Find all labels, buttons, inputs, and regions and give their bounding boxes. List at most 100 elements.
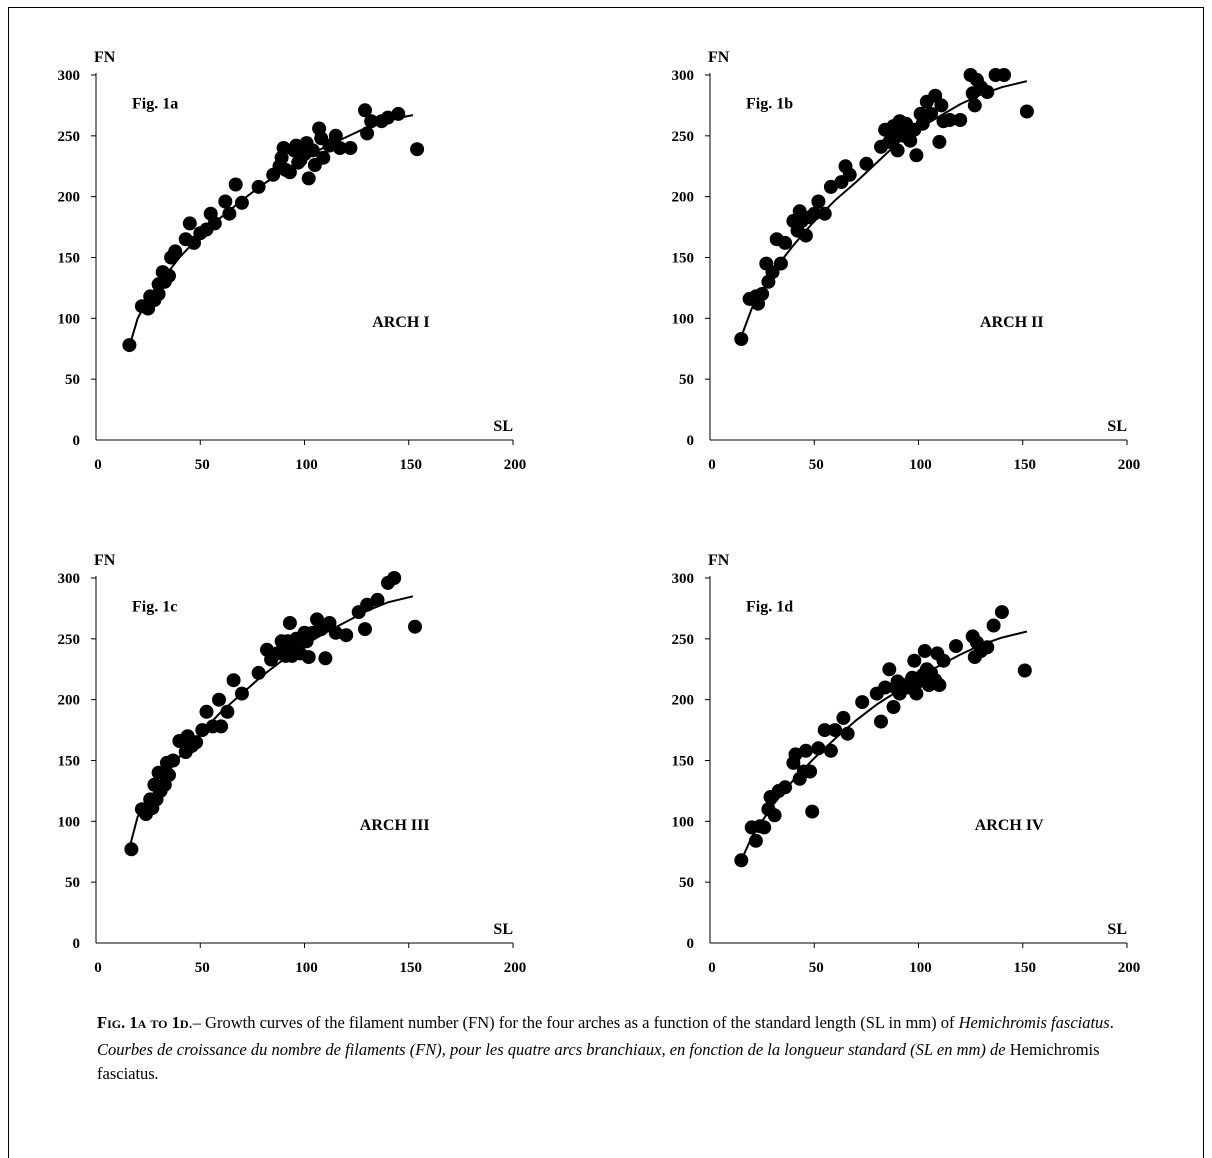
data-point <box>890 143 905 158</box>
data-point <box>805 804 820 819</box>
y-tick-label: 250 <box>672 129 695 145</box>
data-point <box>817 723 832 738</box>
y-tick-label: 200 <box>58 693 81 709</box>
data-point <box>301 171 316 186</box>
data-point <box>886 700 901 714</box>
data-point <box>234 686 249 701</box>
data-point <box>936 653 951 668</box>
caption-fig-label: Fig. 1a to 1d <box>97 1013 189 1032</box>
data-point <box>915 116 930 131</box>
x-tick-label: 150 <box>400 960 423 976</box>
caption-english-end: . <box>1109 1013 1114 1032</box>
data-point <box>909 686 924 701</box>
figure-caption: Fig. 1a to 1d.– Growth curves of the fil… <box>97 1011 1157 1089</box>
caption-english: Fig. 1a to 1d.– Growth curves of the fil… <box>97 1011 1157 1035</box>
data-point <box>226 673 241 688</box>
data-point <box>218 194 233 209</box>
y-tick-label: 0 <box>73 936 81 952</box>
y-axis-label: FN <box>94 552 116 569</box>
data-point <box>855 695 870 710</box>
y-axis-label: FN <box>94 49 116 66</box>
x-tick-label: 100 <box>909 457 932 473</box>
data-point <box>917 644 932 658</box>
data-point <box>980 640 995 655</box>
x-tick-label: 100 <box>909 960 932 976</box>
fitted-curve <box>128 595 414 849</box>
x-tick-label: 50 <box>195 457 210 473</box>
y-tick-label: 50 <box>679 372 694 388</box>
data-point <box>234 195 249 210</box>
data-point <box>214 719 229 734</box>
y-axis-label: FN <box>708 49 730 66</box>
panel-title: Fig. 1b <box>746 95 793 112</box>
y-tick-label: 200 <box>58 190 81 206</box>
y-tick-label: 300 <box>672 68 695 84</box>
y-tick-label: 100 <box>672 814 695 830</box>
x-tick-label: 0 <box>94 960 102 976</box>
data-point <box>276 141 291 155</box>
data-point <box>358 103 372 118</box>
data-point <box>124 842 139 857</box>
data-point <box>734 853 749 868</box>
data-point <box>836 710 851 725</box>
x-axis-label: SL <box>493 921 513 938</box>
chart-panel-2: 0 50 100 150 200 250 300 0 50 100 150 200 FN SL Fig. 1… <box>672 49 1141 473</box>
data-point <box>734 332 749 346</box>
data-point <box>199 704 214 719</box>
data-point <box>811 741 826 756</box>
data-point <box>1019 104 1034 119</box>
data-point <box>994 605 1009 620</box>
data-point <box>803 764 818 779</box>
data-point <box>807 206 822 221</box>
data-point <box>755 287 770 301</box>
x-tick-label: 0 <box>708 457 716 473</box>
y-tick-label: 100 <box>672 311 695 327</box>
panel-annotation: ARCH III <box>360 817 430 834</box>
data-point <box>282 616 297 630</box>
data-point <box>410 142 425 157</box>
data-point <box>828 723 843 738</box>
panel-annotation: ARCH IV <box>975 817 1044 834</box>
chart-panel-4: 0 50 100 150 200 250 300 0 50 100 150 200 FN SL Fig. 1… <box>672 552 1141 976</box>
data-point <box>408 619 422 634</box>
y-tick-label: 300 <box>672 571 695 587</box>
data-point <box>387 571 402 585</box>
data-point <box>765 265 780 280</box>
data-point <box>778 235 793 250</box>
data-point <box>767 808 782 823</box>
data-point <box>949 639 963 654</box>
caption-french: Courbes de croissance du nombre de filam… <box>97 1038 1157 1086</box>
data-point <box>370 592 385 607</box>
caption-english-text: .– Growth curves of the filament number … <box>188 1013 959 1032</box>
x-tick-label: 200 <box>1118 457 1141 473</box>
data-point <box>878 680 893 695</box>
data-point <box>798 228 813 243</box>
data-point <box>980 85 995 99</box>
data-point <box>122 338 137 353</box>
y-tick-label: 250 <box>58 632 81 648</box>
y-tick-label: 0 <box>687 433 695 449</box>
data-point <box>842 167 857 182</box>
data-point <box>811 194 826 209</box>
data-point <box>986 618 1001 633</box>
y-tick-label: 50 <box>65 875 80 891</box>
y-tick-label: 150 <box>672 251 695 267</box>
data-point <box>778 780 793 795</box>
panel-title: Fig. 1a <box>132 95 178 112</box>
data-point <box>220 704 235 719</box>
panel-annotation: ARCH I <box>372 314 429 331</box>
data-point <box>222 206 237 221</box>
caption-species: Hemichromis fasciatus <box>958 1013 1110 1032</box>
x-tick-label: 200 <box>504 960 527 976</box>
data-point <box>924 106 938 121</box>
charts-canvas: 0 50 100 150 200 250 300 0 50 100 150 200 FN SL Fig. 1… <box>58 49 1141 976</box>
data-point <box>967 98 982 113</box>
data-point <box>328 128 343 143</box>
data-point <box>251 179 266 194</box>
panel-annotation: ARCH II <box>980 314 1044 331</box>
data-point <box>907 653 922 668</box>
data-point <box>228 177 243 192</box>
data-point <box>318 651 333 666</box>
y-tick-label: 300 <box>58 68 81 84</box>
data-point <box>823 179 838 194</box>
